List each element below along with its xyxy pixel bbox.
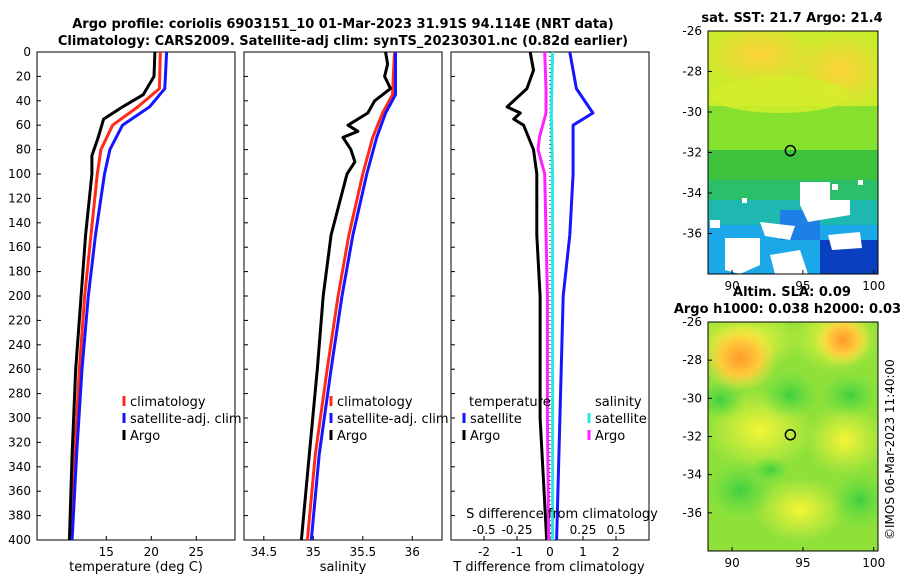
legend-label: Argo xyxy=(337,429,367,444)
legend-label: Argo xyxy=(595,429,625,444)
sla-map: Altim. SLA: 0.09 Argo h1000: 0.038 h2000… xyxy=(674,285,900,570)
depth-tick-label: 0 xyxy=(23,45,31,59)
imos-credit: ©IMOS 06-Mar-2023 11:40:00 xyxy=(883,359,897,540)
legend-label: satellite-adj. clim xyxy=(130,412,242,427)
depth-tick-label: 360 xyxy=(8,484,31,498)
depth-tick-label: 160 xyxy=(8,240,31,254)
depth-tick-label: 200 xyxy=(8,289,31,303)
map-lon-label: 90 xyxy=(724,279,739,293)
series-line-satellite-adj-clim xyxy=(309,52,397,541)
legend-label: satellite xyxy=(595,412,647,427)
legend-title-temperature: temperature xyxy=(469,395,551,410)
map-lat-label: -36 xyxy=(682,506,702,520)
salinity-xlabel: salinity xyxy=(320,560,367,575)
sst-map: sat. SST: 21.7 Argo: 21.4 90 95 100 -26 -28 -… xyxy=(682,11,885,293)
x-tick-label: 35 xyxy=(306,545,321,559)
depth-tick-label: 60 xyxy=(16,118,31,132)
depth-tick-label: 320 xyxy=(8,435,31,449)
map-lat-label: -30 xyxy=(682,105,702,119)
s-difference-xlabel: S difference from climatology xyxy=(466,507,658,522)
depth-tick-label: 260 xyxy=(8,362,31,376)
map-lon-label: 95 xyxy=(795,279,810,293)
x-tick-label: -2 xyxy=(478,545,490,559)
s-diff-tick-label: 0.25 xyxy=(570,523,597,537)
map-lon-label: 90 xyxy=(724,556,739,570)
main-title-line1: Argo profile: coriolis 6903151_10 01-Mar… xyxy=(72,17,614,32)
map-lon-label: 95 xyxy=(795,556,810,570)
depth-tick-label: 340 xyxy=(8,460,31,474)
x-tick-label: 15 xyxy=(99,545,114,559)
legend-label: Argo xyxy=(130,429,160,444)
map-lat-label: -26 xyxy=(682,315,702,329)
x-tick-label: 36 xyxy=(405,545,420,559)
depth-tick-label: 300 xyxy=(8,411,31,425)
depth-tick-label: 120 xyxy=(8,191,31,205)
x-tick-label: 34.5 xyxy=(250,545,277,559)
legend-label: satellite-adj. clim xyxy=(337,412,449,427)
temperature-panel: 15 20 25 0 20 40 60 80 100 120 140 160 180 200 220 240 2… xyxy=(8,45,242,559)
map-lat-label: -34 xyxy=(682,186,702,200)
salinity-panel: 34.5 35 35.5 36 climatology satellite-adj. cl… xyxy=(243,51,449,559)
sst-title: sat. SST: 21.7 Argo: 21.4 xyxy=(701,11,882,26)
x-tick-label: -1 xyxy=(511,545,523,559)
x-tick-label: 35.5 xyxy=(349,545,376,559)
map-lat-label: -26 xyxy=(682,24,702,38)
depth-tick-label: 180 xyxy=(8,265,31,279)
depth-tick-label: 40 xyxy=(16,94,31,108)
map-lat-label: -28 xyxy=(682,65,702,79)
x-tick-label: 2 xyxy=(612,545,620,559)
x-tick-label: 1 xyxy=(579,545,587,559)
series-line-climatology xyxy=(305,51,396,541)
x-tick-label: 0 xyxy=(546,545,554,559)
sla-title-line2: Argo h1000: 0.038 h2000: 0.039 xyxy=(674,302,900,317)
argo-location-marker xyxy=(784,144,797,157)
temperature-xlabel: temperature (deg C) xyxy=(69,560,203,575)
legend-label: Argo xyxy=(470,429,500,444)
series-line-t-argo xyxy=(505,51,549,541)
legend-label: climatology xyxy=(130,395,206,410)
map-lat-label: -36 xyxy=(682,227,702,241)
series-line-satellite-adj-clim xyxy=(70,51,169,541)
depth-tick-label: 100 xyxy=(8,167,31,181)
legend-label: climatology xyxy=(337,395,413,410)
map-lat-label: -34 xyxy=(682,468,702,482)
series-line-s-argo xyxy=(536,51,551,541)
main-title-line2: Climatology: CARS2009. Satellite-adj cli… xyxy=(58,34,628,49)
depth-tick-label: 20 xyxy=(16,69,31,83)
s-diff-tick-label: 0.5 xyxy=(606,523,625,537)
series-line-s-satellite xyxy=(549,51,555,540)
depth-tick-label: 380 xyxy=(8,509,31,523)
map-lat-label: -32 xyxy=(682,146,702,160)
series-line-argo xyxy=(299,51,392,541)
depth-tick-label: 80 xyxy=(16,143,31,157)
depth-tick-label: 140 xyxy=(8,216,31,230)
legend-label: satellite xyxy=(470,412,522,427)
depth-tick-label: 280 xyxy=(8,387,31,401)
t-difference-xlabel: T difference from climatology xyxy=(452,560,645,575)
s-diff-tick-label: -0.5 xyxy=(472,523,495,537)
legend-title-salinity: salinity xyxy=(595,395,642,410)
s-diff-tick-label: -0.25 xyxy=(501,523,532,537)
depth-tick-label: 240 xyxy=(8,338,31,352)
depth-tick-label: 220 xyxy=(8,313,31,327)
sla-title-line1: Altim. SLA: 0.09 xyxy=(733,285,851,300)
x-tick-label: 25 xyxy=(189,545,204,559)
map-lon-label: 100 xyxy=(862,279,885,293)
series-line-climatology xyxy=(68,51,162,541)
depth-tick-label: 400 xyxy=(8,533,31,547)
map-lat-label: -30 xyxy=(682,391,702,405)
map-lat-label: -32 xyxy=(682,430,702,444)
map-lon-label: 100 xyxy=(862,556,885,570)
x-tick-label: 20 xyxy=(144,545,159,559)
argo-location-marker xyxy=(784,429,797,441)
series-line-argo xyxy=(67,51,157,541)
series-line-t-satellite xyxy=(555,51,595,541)
map-lat-label: -28 xyxy=(682,353,702,367)
